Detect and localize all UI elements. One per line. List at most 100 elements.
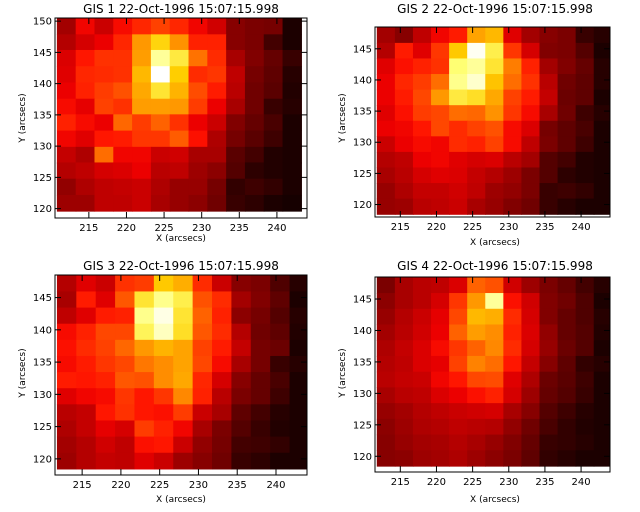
heatmap-cell [376,198,396,215]
heatmap-cell [449,89,468,106]
x-axis-label: X (arcsecs) [156,234,206,244]
heatmap-cell [153,436,174,454]
heatmap-cell [431,371,450,388]
x-tick-label: 240 [267,223,286,234]
heatmap-cell [412,434,432,451]
heatmap-cell [376,355,396,373]
plot-frame [54,274,308,476]
y-tick-label: 130 [353,389,372,400]
panel-gis-3: GIS 3 22-Oct-1996 15:07:15.998 215 220 225… [18,259,308,505]
heatmap-cell [376,105,396,122]
heatmap-cell [467,403,486,420]
heatmap-cell [282,194,302,212]
heatmap-cell [593,403,610,420]
heatmap-cell [557,434,577,451]
heatmap-cell [192,307,213,325]
heatmap-cell [521,277,541,294]
heatmap-cell [289,436,307,454]
heatmap-cell [192,436,213,454]
heatmap-cell [56,98,77,116]
heatmap-cell [212,275,232,293]
heatmap-cell [521,308,541,326]
heatmap-cell [113,98,133,116]
heatmap-cell [76,339,97,357]
heatmap-cell [169,66,190,83]
heatmap-cell [503,371,523,388]
heatmap-cell [282,98,302,116]
heatmap-cell [95,339,116,357]
heatmap-cell [192,372,213,389]
heatmap-cell [412,387,432,404]
heatmap-cell [539,340,559,357]
heatmap-cell [282,34,302,52]
heatmap-cell [282,18,302,35]
heatmap-cell [376,387,396,404]
y-tick-label: 140 [33,79,52,90]
heatmap-cell [231,372,252,389]
heatmap-cell [521,371,541,388]
heatmap-cell [575,27,595,44]
y-tick-label: 135 [33,110,52,121]
heatmap-cell [115,372,136,389]
heatmap-cell [449,308,468,326]
heatmap-cell [75,194,96,212]
heatmap-cell [539,198,559,215]
heatmap-cell [212,372,232,389]
y-tick-label: 135 [33,358,52,369]
y-tick-label: 120 [33,204,52,215]
heatmap-cell [169,194,190,212]
heatmap-cell [231,323,252,341]
heatmap-cell [431,450,450,467]
heatmap-cell [150,130,171,148]
heatmap-cell [94,162,114,180]
heatmap-cell [94,178,114,196]
heatmap-cell [449,27,468,44]
heatmap-cell [521,105,541,122]
heatmap-cell [231,339,252,357]
heatmap-cell [394,105,414,122]
heatmap-cell [449,371,468,388]
heatmap-cell [231,452,252,470]
heatmap-cell [503,355,523,373]
heatmap-cell [192,420,213,438]
heatmap-cell [192,339,213,357]
heatmap-cell [150,146,171,164]
heatmap-cell [173,323,194,341]
heatmap-cell [173,436,194,454]
heatmap-cell [431,58,450,75]
heatmap-cell [431,434,450,451]
heatmap-cell [485,293,504,310]
heatmap-cell [192,275,213,293]
heatmap-cell [95,323,116,341]
heatmap-cell [173,291,194,309]
heatmap-cell [207,146,227,164]
heatmap-cell [557,89,577,106]
heatmap-cell [503,434,523,451]
heatmap-cell [485,403,504,420]
heatmap-cell [231,404,252,422]
heatmap-cell [575,120,595,137]
heatmap-cell [467,151,486,169]
heatmap-cell [485,167,504,184]
x-axis-label: X (arcsecs) [470,495,520,505]
heatmap-cell [503,198,523,215]
heatmap-cell [575,340,595,357]
heatmap-cell [250,339,271,357]
heatmap-cell [467,58,486,75]
heatmap-cell [282,130,302,148]
heatmap-cell [521,355,541,373]
heatmap-cell [188,82,208,100]
heatmap-cell [376,74,396,91]
heatmap-cell [449,74,468,91]
heatmap-cell [412,136,432,153]
heatmap-cell [539,105,559,122]
heatmap-cell [76,388,97,405]
heatmap-cell [467,27,486,44]
heatmap-cell [521,403,541,420]
heatmap-cell [412,27,432,44]
heatmap-cell [56,355,77,373]
heatmap-cell [231,307,252,325]
heatmap-cell [150,82,171,100]
heatmap-cell [270,420,291,438]
